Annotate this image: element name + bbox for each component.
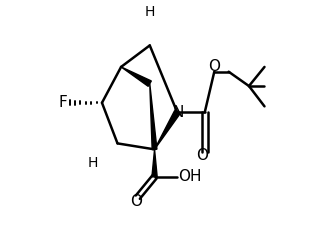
Text: F: F xyxy=(59,95,67,110)
Text: O: O xyxy=(130,195,142,209)
Polygon shape xyxy=(152,149,157,177)
Text: H: H xyxy=(145,5,155,19)
Text: N: N xyxy=(172,105,184,120)
Text: H: H xyxy=(87,156,98,169)
Polygon shape xyxy=(121,67,151,86)
Polygon shape xyxy=(150,84,157,150)
Polygon shape xyxy=(155,111,180,149)
Text: OH: OH xyxy=(178,169,202,184)
Text: O: O xyxy=(196,148,208,163)
Text: O: O xyxy=(208,60,220,74)
